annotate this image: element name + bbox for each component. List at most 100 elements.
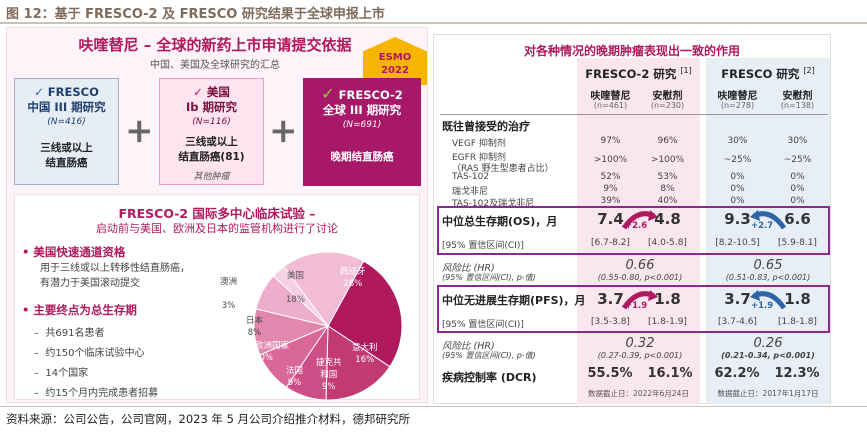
os-ci: [4.0-5.8] [648, 238, 687, 248]
fresco2-column-bg [577, 58, 700, 404]
cutoff-date: 数据截止日：2022年6月24日 [588, 389, 689, 398]
card-title1: 美国 [206, 85, 230, 99]
prior-row-value: 0% [790, 184, 805, 194]
pfs-gain-arrow-icon [750, 290, 787, 310]
pie-label-spain: 西班牙 26% [340, 267, 366, 289]
prior-row-value: 0% [790, 172, 805, 182]
bullet-primary-endpoint: • 主要终点为总生存期 [22, 302, 137, 318]
dcr-value: 12.3% [774, 366, 820, 381]
card-n: (N=116) [192, 117, 231, 127]
pfs-label: 中位无进展生存期(PFS)，月 [442, 294, 586, 307]
pfs-value: 1.8 [654, 290, 681, 308]
prior-row-value: 96% [657, 136, 678, 146]
pfs-value: 3.7 [597, 290, 624, 308]
prior-row-value: 52% [600, 172, 621, 182]
pfs-gain-label: +1.9 [625, 301, 648, 311]
header-divider [440, 114, 828, 115]
prior-row-value: 39% [600, 196, 621, 206]
trial-subtitle: 启动前与美国、欧洲及日本的监管机构进行了讨论 [96, 222, 338, 235]
right-title: 对各种情况的晚期肿瘤表现出一致的作用 [523, 44, 740, 58]
arm-n: (n=461) [593, 101, 628, 110]
pfs-value: 1.8 [784, 290, 811, 308]
pfs-gain-label: +1.9 [751, 301, 774, 311]
card-title2: Ib 期研究 [185, 100, 237, 114]
os-ci-label: [95% 置信区间(CI)] [442, 241, 524, 251]
pfs-gain-arrow-icon [621, 290, 658, 310]
prior-row-value: >100% [650, 155, 685, 165]
os-label: 中位总生存期(OS)，月 [442, 215, 558, 228]
bullet-marker: • [22, 245, 30, 259]
pfs-hr-ci: (0.21-0.34, p<0.001) [721, 351, 815, 360]
dcr-value: 55.5% [587, 366, 633, 381]
pfs-ci: [3.5-3.8] [591, 317, 630, 327]
card-body2: 结直肠癌 [45, 157, 88, 169]
pie-label-france: 法国 9% [286, 366, 304, 388]
trial-title: FRESCO-2 国际多中心临床试验 – [118, 206, 316, 221]
pie-label-czech: 捷克共 和国 9% [316, 358, 342, 392]
endpoint-item: – 约150个临床试验中心 [34, 348, 145, 359]
card-body1: 三线或以上 [40, 142, 93, 154]
prior-row-value: 0% [730, 172, 745, 182]
dcr-value: 62.2% [714, 366, 760, 381]
pfs-ci: [1.8-1.8] [778, 317, 817, 327]
bullet-fast-track-line1: 用于三线或以上转移性结直肠癌， [40, 263, 190, 274]
prior-row-value: 53% [657, 172, 678, 182]
endpoint-item: – 共691名患者 [34, 328, 105, 339]
os-hr-label: 风险比 (HR) [442, 263, 495, 274]
prior-row-value: 0% [730, 184, 745, 194]
prior-row-sublabel: （RAS 野生型患者占比） [452, 164, 554, 174]
esmo-badge-line1: ESMO [378, 52, 412, 63]
bottom-divider [0, 406, 867, 407]
prior-row-value: 0% [790, 196, 805, 206]
os-value: 4.8 [654, 210, 681, 228]
prior-row-label: TAS-102及瑞戈非尼 [452, 199, 535, 209]
card-fresco2-global: ✓ FRESCO-2 全球 III 期研究 (N=691) 晚期结直肠癌 [303, 78, 421, 186]
endpoint-item: – 14个国家 [34, 368, 89, 379]
os-value: 7.4 [597, 210, 624, 228]
dcr-label: 疾病控制率 (DCR) [442, 371, 537, 384]
os-hr: 0.65 [753, 258, 783, 273]
card-body1: 晚期结直肠癌 [330, 151, 394, 163]
pie-slice [327, 260, 403, 368]
card-body2: 结直肠癌(81) [178, 151, 245, 163]
card-title2: 全球 III 期研究 [322, 103, 402, 117]
prior-row-value: 30% [787, 136, 808, 146]
os-gain-arrow-icon [750, 210, 787, 230]
os-hr: 0.66 [625, 258, 655, 273]
os-gain-arrow-icon [621, 210, 658, 230]
figure-title: 图 12：基于 FRESCO-2 及 FRESCO 研究结果于全球申报上市 [6, 7, 385, 22]
bullet-fast-track-line2: 有潜力于美国滚动提交 [40, 278, 140, 289]
check-icon: ✓ [34, 85, 44, 99]
pfs-ci: [1.8-1.9] [648, 317, 687, 327]
arm-header: 呋喹替尼 [590, 91, 631, 102]
card-us-ib: ✓ 美国 Ib 期研究 (N=116) 三线或以上 结直肠癌(81) 其他肿瘤 [159, 78, 264, 185]
bullet-primary-endpoint-title: 主要终点为总生存期 [33, 303, 137, 317]
study1-header: FRESCO-2 研究 [1] [585, 66, 692, 81]
card-n: (N=691) [342, 120, 382, 130]
os-highlight-box [437, 206, 830, 255]
os-value: 9.3 [724, 210, 751, 228]
prior-row-value: 40% [657, 196, 678, 206]
check-icon: ✓ [193, 85, 203, 99]
endpoint-item: – 约15个月内完成患者招募 [34, 388, 159, 399]
left-main-title: 呋喹替尼 – 全球的新药上市申请提交依据 [78, 36, 352, 54]
study2-header: FRESCO 研究 [2] [721, 66, 815, 81]
card-title1: FRESCO-2 [338, 88, 403, 102]
pfs-hr-label: 风险比 (HR) [442, 341, 495, 352]
pfs-hr: 0.26 [753, 336, 783, 351]
pfs-hr-sub: (95% 置信区间(CI), p-值) [442, 351, 536, 360]
esmo-badge-line2: 2022 [381, 65, 409, 76]
card-fresco-china: ✓ FRESCO 中国 III 期研究 (N=416) 三线或以上 结直肠癌 [14, 78, 119, 185]
bullet-fast-track-title: 美国快速通道资格 [33, 245, 126, 259]
fresco-column-bg [706, 58, 830, 404]
pfs-ci: [3.7-4.6] [718, 317, 757, 327]
pfs-highlight-box [437, 285, 830, 333]
arm-header: 呋喹替尼 [717, 91, 758, 102]
os-gain-label: +2.7 [751, 221, 774, 231]
pie-label-australia: 澳洲 3% [220, 277, 238, 311]
pie-slice [283, 251, 365, 327]
bullet-fast-track: • 美国快速通道资格 [22, 244, 125, 260]
os-hr-ci: (0.55-0.80, p<0.001) [597, 273, 683, 282]
prior-row-value: >100% [593, 155, 628, 165]
prior-row-label: TAS-102 [452, 172, 490, 182]
